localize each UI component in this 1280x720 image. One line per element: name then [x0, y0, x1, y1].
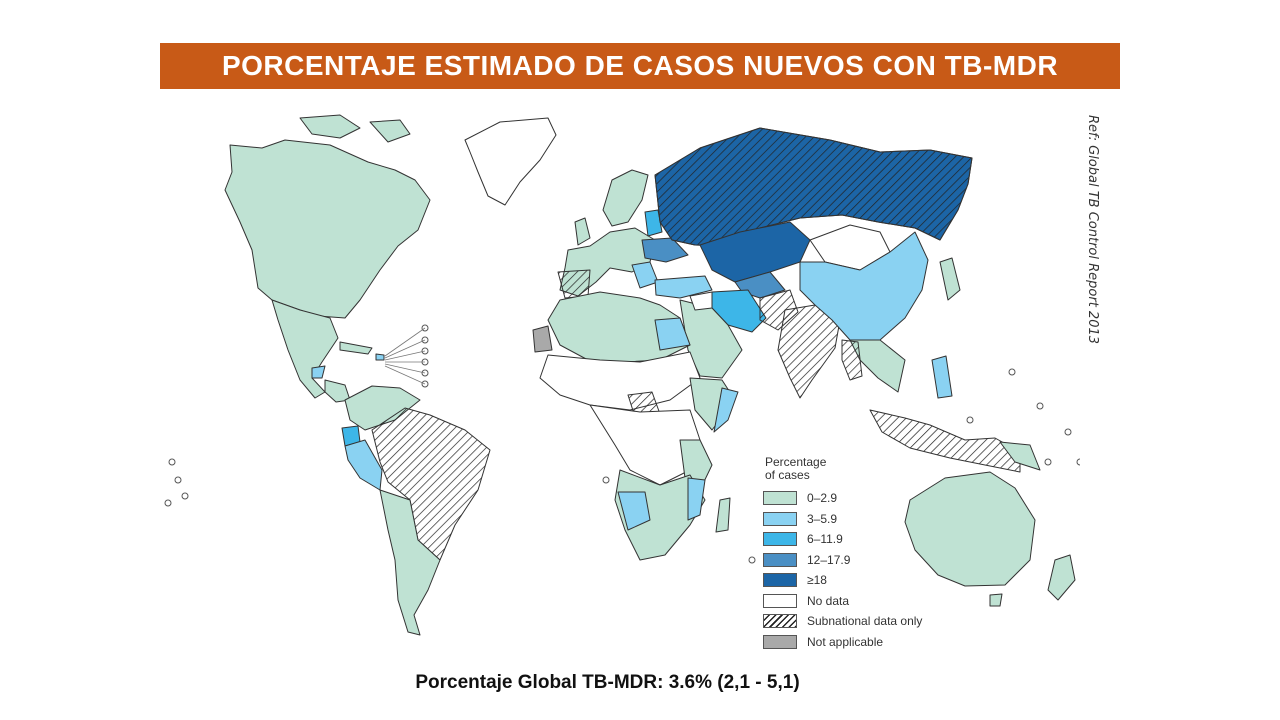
legend-label: 3–5.9 [807, 511, 838, 526]
reference-text: Ref: Global TB Control Report 2013 [1085, 115, 1100, 345]
legend-items: 0–2.9 3–5.9 6–11.9 12–17.9 ≥18 No data Subnati… [763, 488, 943, 652]
region-angola-namibia [617, 491, 651, 531]
legend-item: Subnational data only [763, 611, 943, 632]
legend-label: ≥18 [807, 573, 827, 588]
world-map [150, 110, 1102, 650]
region-balkans [631, 261, 659, 289]
region-australia [904, 471, 1036, 587]
region-cuba [339, 341, 373, 355]
region-somalia [713, 387, 739, 433]
legend-swatch [763, 614, 797, 629]
region-china [799, 231, 929, 341]
title-banner: PORCENTAJE ESTIMADO DE CASOS NUEVOS CON … [160, 43, 1120, 89]
legend-item: ≥18 [763, 570, 943, 591]
region-papua-new-guinea [999, 441, 1041, 471]
region-arctic-islands [299, 114, 361, 139]
region-central-america [324, 379, 351, 403]
region-uk [574, 217, 591, 246]
region-baltics [644, 209, 663, 237]
legend-swatch [763, 573, 797, 588]
region-sahel [539, 351, 701, 411]
legend-title-line1: Percentage [765, 455, 827, 469]
legend-item: 6–11.9 [763, 529, 943, 550]
region-tasmania [989, 593, 1003, 607]
region-myanmar [841, 339, 863, 381]
legend-label: 12–17.9 [807, 552, 851, 567]
legend-swatch [763, 491, 797, 506]
legend-label: No data [807, 593, 850, 608]
legend-label: 0–2.9 [807, 491, 838, 506]
legend-swatch [763, 552, 797, 567]
region-north-africa [547, 291, 691, 363]
legend-label: Subnational data only [807, 614, 923, 629]
map-legend: Percentage of cases 0–2.9 3–5.9 6–11.9 12–1… [763, 456, 943, 652]
region-new-zealand [1047, 554, 1076, 601]
region-greenland [464, 117, 557, 206]
region-madagascar [715, 497, 731, 533]
region-egypt [654, 317, 691, 351]
region-southern-cone [379, 489, 441, 636]
region-korea-japan [939, 257, 961, 301]
region-guatemala [311, 365, 326, 379]
region-turkey [654, 275, 713, 299]
reference-note: Ref: Global TB Control Report 2013 [1080, 115, 1100, 385]
region-mozambique [687, 477, 706, 521]
region-scandinavia [602, 169, 649, 227]
legend-title: Percentage of cases [765, 456, 943, 482]
legend-item: Not applicable [763, 632, 943, 653]
legend-swatch [763, 532, 797, 547]
page-title: PORCENTAJE ESTIMADO DE CASOS NUEVOS CON … [221, 50, 1059, 81]
legend-title-line2: of cases [765, 468, 810, 482]
legend-item: 12–17.9 [763, 550, 943, 571]
region-ukraine [641, 237, 689, 263]
legend-swatch [763, 593, 797, 608]
region-haiti [375, 353, 385, 361]
legend-item: 0–2.9 [763, 488, 943, 509]
region-western-sahara [532, 325, 553, 353]
global-percentage-note: Porcentaje Global TB-MDR: 3.6% (2,1 - 5,… [415, 672, 800, 693]
region-iraq [689, 291, 713, 311]
legend-item: No data [763, 591, 943, 612]
legend-label: Not applicable [807, 634, 884, 649]
region-iberia [557, 269, 591, 299]
region-north-america [224, 139, 431, 319]
legend-item: 3–5.9 [763, 509, 943, 530]
region-brazil [371, 407, 491, 561]
legend-swatch [763, 511, 797, 526]
region-philippines [931, 355, 953, 399]
region-mexico [271, 299, 339, 399]
legend-label: 6–11.9 [807, 532, 843, 547]
legend-swatch [763, 634, 797, 649]
